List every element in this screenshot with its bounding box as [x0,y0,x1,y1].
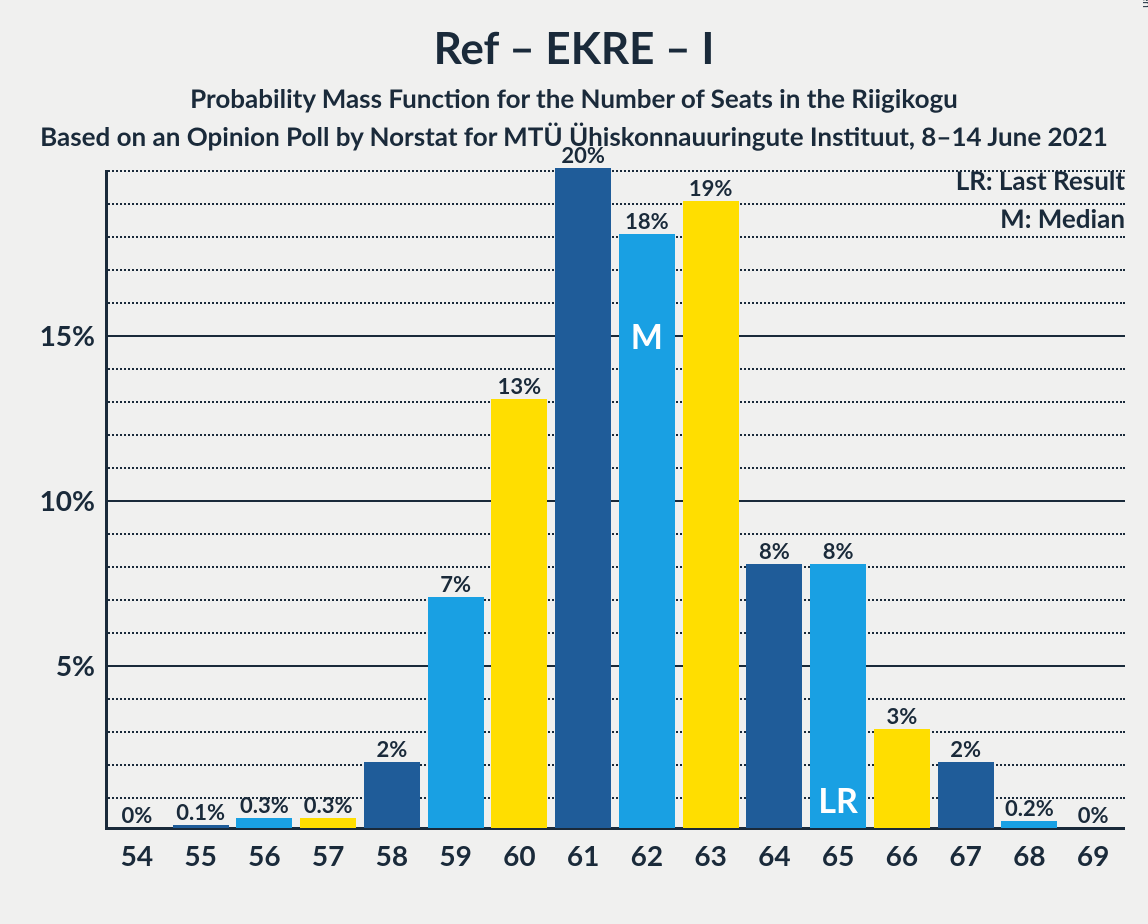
bar-64 [746,564,802,828]
bar-57 [300,818,356,828]
bar-marker-m: M [631,316,663,357]
bar-label-60: 13% [498,372,542,399]
bar-label-61: 20% [561,141,605,168]
gridline-minor [105,302,1125,304]
gridline-minor [105,632,1125,634]
bar-label-55: 0.1% [176,798,225,825]
gridline-major [105,335,1125,337]
x-tick-label: 58 [376,838,408,872]
bar-label-66: 3% [886,702,917,729]
gridline-minor [105,698,1125,700]
x-tick-label: 64 [758,838,790,872]
bar-label-69: 0% [1078,801,1109,828]
gridline-major [105,665,1125,667]
gridline-minor [105,236,1125,238]
bar-label-54: 0% [121,801,152,828]
bar-63 [683,201,739,828]
x-tick-label: 67 [949,838,981,872]
gridline-minor [105,467,1125,469]
x-tick-label: 65 [822,838,854,872]
bar-marker-lr: LR [818,780,858,821]
plot-area: LR: Last Result M: Median 540%550.1%560.… [105,170,1125,830]
bar-label-59: 7% [440,570,471,597]
bar-68 [1001,821,1057,828]
x-tick-label: 59 [439,838,471,872]
bar-label-67: 2% [950,735,981,762]
gridline-minor [105,401,1125,403]
x-tick-label: 60 [503,838,535,872]
chart-subtitle-1: Probability Mass Function for the Number… [0,82,1148,114]
copyright-text: © 2021 Filip van Laenen [1140,0,1148,8]
x-tick-label: 57 [312,838,344,872]
gridline-minor [105,203,1125,205]
x-tick-label: 68 [1013,838,1045,872]
bar-label-58: 2% [376,735,407,762]
x-tick-label: 55 [184,838,216,872]
bar-66 [874,729,930,828]
gridline-minor [105,269,1125,271]
x-tick-label: 61 [567,838,599,872]
bar-67 [938,762,994,828]
bar-label-65: 8% [823,537,854,564]
bar-label-57: 0.3% [304,791,353,818]
gridline-minor [105,533,1125,535]
chart-title: Ref – EKRE – I [0,22,1148,74]
bar-55 [173,825,229,828]
gridline-minor [105,731,1125,733]
gridline-major [105,500,1125,502]
y-tick-label: 10% [5,483,95,517]
x-tick-label: 62 [631,838,663,872]
y-tick-label: 5% [5,648,95,682]
legend-last-result: LR: Last Result [956,164,1125,196]
y-tick-label: 15% [5,318,95,352]
bar-59 [428,597,484,828]
x-tick-label: 54 [121,838,153,872]
chart-page: Ref – EKRE – I Probability Mass Function… [0,0,1148,924]
legend-median: M: Median [1000,202,1125,234]
bar-61 [555,168,611,828]
gridline-minor [105,434,1125,436]
x-tick-label: 69 [1077,838,1109,872]
bar-label-68: 0.2% [1005,794,1054,821]
bar-label-64: 8% [759,537,790,564]
gridline-minor [105,170,1125,172]
x-tick-label: 66 [886,838,918,872]
x-tick-label: 56 [248,838,280,872]
bar-58 [364,762,420,828]
bar-label-63: 19% [689,174,733,201]
gridline-minor [105,368,1125,370]
bar-60 [491,399,547,828]
bar-label-56: 0.3% [240,791,289,818]
y-axis-labels: 5% 10% 15% [0,170,105,830]
bar-label-62: 18% [625,207,669,234]
gridline-minor [105,599,1125,601]
gridline-minor [105,566,1125,568]
x-tick-label: 63 [694,838,726,872]
bar-56 [236,818,292,828]
